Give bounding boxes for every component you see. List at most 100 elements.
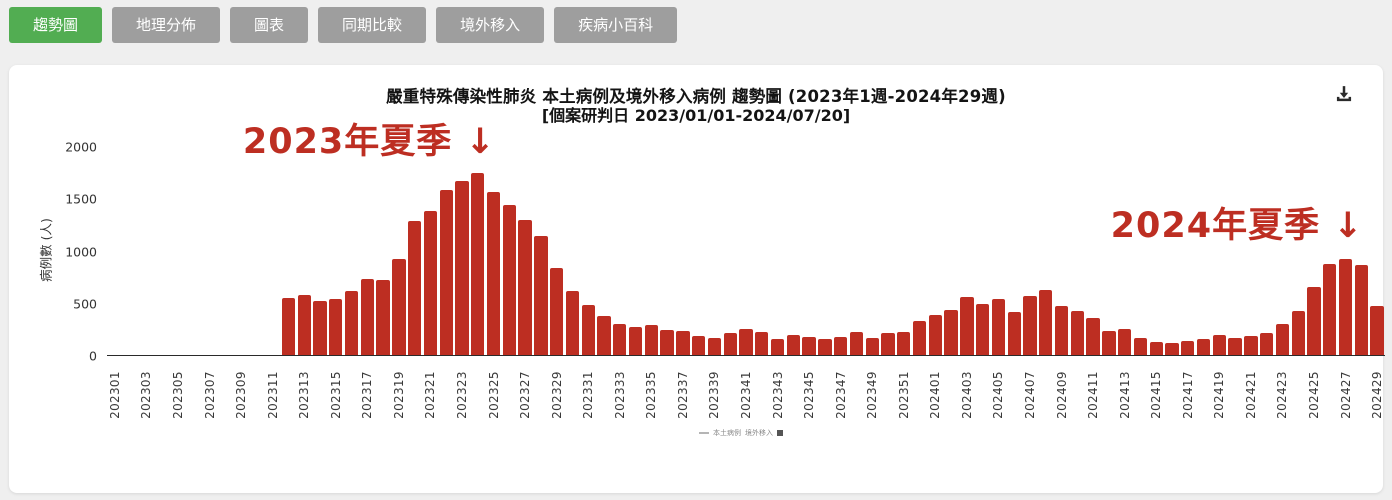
bar-202317 <box>360 278 374 355</box>
bar-202403 <box>960 297 974 355</box>
bar-202318 <box>376 280 390 355</box>
tab-bar: 趨勢圖 地理分佈 圖表 同期比較 境外移入 疾病小百科 <box>9 7 678 43</box>
bar-202321 <box>423 211 438 355</box>
download-button[interactable] <box>1331 81 1357 107</box>
x-tick-202401: 202401 <box>928 371 943 419</box>
x-tick-202427: 202427 <box>1338 371 1353 419</box>
x-tick-202305: 202305 <box>171 371 185 419</box>
bar-202322 <box>439 189 453 355</box>
bar-202429 <box>1370 305 1384 355</box>
bar-202410 <box>1070 311 1084 355</box>
tab-chart[interactable]: 圖表 <box>230 7 309 43</box>
x-tick-202423: 202423 <box>1275 371 1290 419</box>
bar-202411 <box>1086 317 1100 355</box>
bar-202312 <box>281 297 296 355</box>
bar-202347 <box>833 336 848 355</box>
bar-202408 <box>1039 290 1053 355</box>
download-icon <box>1336 86 1352 102</box>
bar-202428 <box>1354 264 1368 355</box>
bar-202319 <box>392 258 406 355</box>
bar-202412 <box>1102 331 1116 355</box>
bar-202404 <box>975 303 990 355</box>
bar-202313 <box>297 294 311 355</box>
bar-202351 <box>897 332 911 355</box>
bar-202427 <box>1338 258 1353 355</box>
x-tick-202323: 202323 <box>455 371 469 419</box>
x-tick-202409: 202409 <box>1054 371 1069 419</box>
bar-202343 <box>770 338 785 355</box>
bar-202348 <box>849 332 864 355</box>
legend-marker-local <box>699 432 709 434</box>
x-tick-202335: 202335 <box>644 371 659 419</box>
x-tick-202325: 202325 <box>486 371 501 419</box>
x-tick-202421: 202421 <box>1243 371 1258 419</box>
x-tick-202417: 202417 <box>1180 371 1195 419</box>
tab-trend-chart[interactable]: 趨勢圖 <box>9 7 103 43</box>
x-tick-202405: 202405 <box>991 371 1006 419</box>
bar-202413 <box>1117 329 1132 355</box>
y-tick-0: 0 <box>89 348 97 364</box>
y-tick-1500: 1500 <box>65 191 97 207</box>
bar-202341 <box>739 329 753 355</box>
bar-202406 <box>1007 311 1021 355</box>
bar-202417 <box>1181 341 1195 355</box>
annotation-202324: 2023年夏季 ↓ <box>242 122 496 162</box>
x-tick-202317: 202317 <box>360 371 375 419</box>
bar-202333 <box>613 323 627 355</box>
plot-area <box>107 147 1385 356</box>
y-tick-500: 500 <box>73 296 97 312</box>
bar-202415 <box>1149 341 1163 355</box>
x-tick-202333: 202333 <box>612 371 627 419</box>
bar-202416 <box>1165 342 1179 355</box>
x-tick-202329: 202329 <box>549 371 564 419</box>
bar-202350 <box>881 333 895 355</box>
bar-202315 <box>329 299 343 355</box>
x-tick-202339: 202339 <box>707 371 722 419</box>
bar-202424 <box>1291 310 1305 355</box>
bar-202338 <box>691 336 706 355</box>
bar-202314 <box>313 300 327 355</box>
bar-202422 <box>1259 332 1274 355</box>
x-tick-202429: 202429 <box>1370 371 1385 419</box>
annotation-202427: 2024年夏季 ↓ <box>1110 206 1364 246</box>
bar-202345 <box>802 336 816 355</box>
bar-202334 <box>628 327 643 355</box>
bar-202349 <box>865 337 879 355</box>
x-tick-202315: 202315 <box>328 371 343 419</box>
x-tick-202415: 202415 <box>1149 371 1164 419</box>
x-tick-202407: 202407 <box>1023 371 1037 419</box>
legend-label-local: 本土病例 <box>713 429 741 437</box>
x-tick-202411: 202411 <box>1086 371 1101 419</box>
bar-202337 <box>676 331 690 355</box>
bar-202344 <box>786 335 800 355</box>
bar-202425 <box>1307 287 1321 355</box>
y-tick-2000: 2000 <box>65 139 97 155</box>
tab-period-comparison[interactable]: 同期比較 <box>318 7 427 43</box>
bar-202421 <box>1244 335 1258 355</box>
bar-202423 <box>1275 323 1290 355</box>
bar-202326 <box>502 204 516 355</box>
tab-imported-cases[interactable]: 境外移入 <box>436 7 545 43</box>
bar-202342 <box>755 332 769 355</box>
bar-202323 <box>455 180 469 355</box>
bar-202332 <box>597 315 611 355</box>
x-tick-202307: 202307 <box>202 371 217 419</box>
tab-geographic[interactable]: 地理分佈 <box>112 7 221 43</box>
bar-202414 <box>1133 338 1148 355</box>
y-tick-1000: 1000 <box>65 244 97 259</box>
bar-202330 <box>565 290 580 355</box>
bar-202331 <box>581 304 595 355</box>
bar-202325 <box>486 191 501 355</box>
x-tick-202419: 202419 <box>1212 371 1227 419</box>
bar-202329 <box>549 267 564 355</box>
chart-card: 嚴重特殊傳染性肺炎 本土病例及境外移入病例 趨勢圖 (2023年1週-2024年… <box>9 65 1385 493</box>
bar-202419 <box>1212 334 1226 355</box>
bar-202409 <box>1054 305 1069 355</box>
x-tick-202413: 202413 <box>1117 371 1132 419</box>
bar-202324 <box>471 172 485 355</box>
x-tick-202347: 202347 <box>833 371 848 419</box>
bar-202420 <box>1228 337 1242 355</box>
x-tick-202301: 202301 <box>107 371 122 419</box>
x-tick-202345: 202345 <box>802 371 817 419</box>
tab-disease-wiki[interactable]: 疾病小百科 <box>554 7 678 43</box>
